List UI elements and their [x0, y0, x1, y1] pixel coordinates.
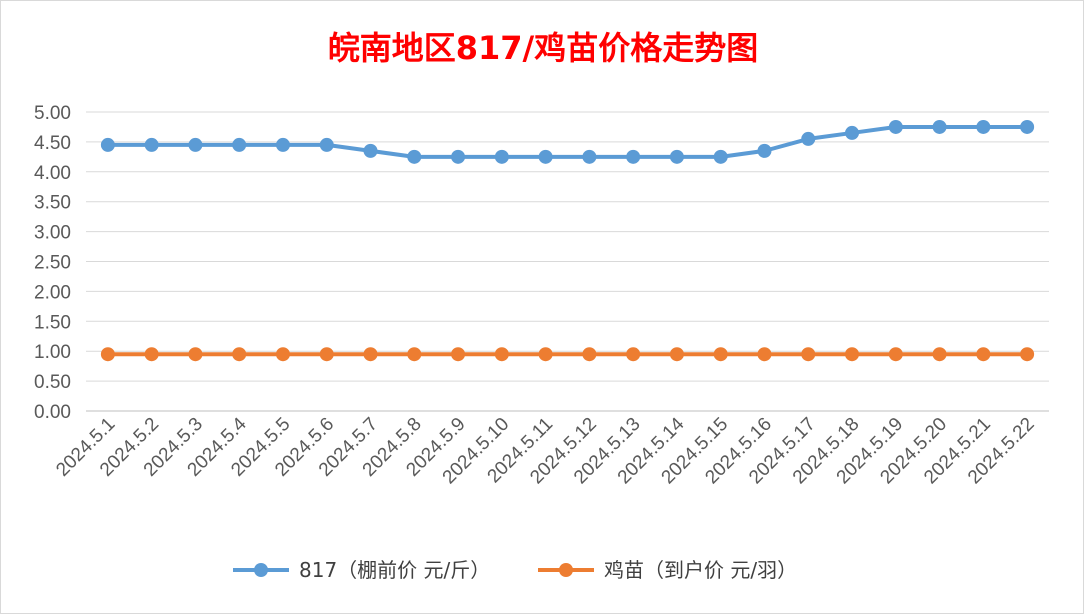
legend-marker: [254, 563, 268, 577]
data-point: [888, 347, 903, 362]
data-point: [407, 149, 422, 164]
data-point: [582, 347, 597, 362]
data-point: [932, 119, 947, 134]
data-point: [1020, 119, 1035, 134]
data-point: [713, 149, 728, 164]
legend-label: 817（棚前价 元/斤）: [299, 558, 490, 582]
grid: [86, 111, 1049, 412]
y-tick-label: 5.00: [34, 103, 71, 124]
data-point: [669, 149, 684, 164]
data-point: [713, 347, 728, 362]
y-tick-label: 2.50: [34, 253, 71, 274]
data-point: [451, 149, 466, 164]
series-layer: [100, 119, 1035, 362]
y-tick-label: 1.00: [34, 342, 71, 363]
data-point: [582, 149, 597, 164]
data-point: [275, 137, 290, 152]
data-point: [757, 143, 772, 158]
legend-item-1: 817（棚前价 元/斤）: [233, 558, 490, 582]
data-point: [451, 347, 466, 362]
data-point: [144, 137, 159, 152]
legend-label: 鸡苗（到户价 元/羽）: [604, 558, 797, 582]
y-tick-label: 0.00: [34, 402, 71, 423]
chart-title: 皖南地区817/鸡苗价格走势图: [328, 29, 759, 67]
data-point: [845, 125, 860, 140]
data-point: [669, 347, 684, 362]
series-1: [100, 119, 1035, 164]
data-point: [976, 119, 991, 134]
data-point: [845, 347, 860, 362]
data-point: [494, 347, 509, 362]
y-tick-label: 2.00: [34, 282, 71, 303]
y-tick-label: 0.50: [34, 372, 71, 393]
y-tick-label: 1.50: [34, 312, 71, 333]
y-tick-label: 4.50: [34, 133, 71, 154]
data-point: [757, 347, 772, 362]
data-point: [232, 137, 247, 152]
series-line: [105, 124, 1030, 159]
data-point: [976, 347, 991, 362]
data-point: [407, 347, 422, 362]
data-point: [1020, 347, 1035, 362]
data-point: [275, 347, 290, 362]
legend-item-2: 鸡苗（到户价 元/羽）: [538, 558, 797, 582]
data-point: [494, 149, 509, 164]
y-tick-label: 4.00: [34, 163, 71, 184]
y-tick-label: 3.00: [34, 223, 71, 244]
data-point: [538, 347, 553, 362]
data-point: [232, 347, 247, 362]
data-point: [801, 131, 816, 146]
y-tick-label: 3.50: [34, 193, 71, 214]
data-point: [188, 137, 203, 152]
series-2: [100, 347, 1035, 362]
data-point: [538, 149, 553, 164]
data-point: [188, 347, 203, 362]
data-point: [319, 347, 334, 362]
legend: 817（棚前价 元/斤） 鸡苗（到户价 元/羽）: [233, 558, 797, 582]
data-point: [801, 347, 816, 362]
legend-marker: [559, 563, 573, 577]
data-point: [100, 137, 115, 152]
x-axis-ticks: 2024.5.12024.5.22024.5.32024.5.42024.5.5…: [52, 413, 1038, 488]
data-point: [626, 149, 641, 164]
y-axis-ticks: 0.00 0.50 1.00 1.50 2.00 2.50 3.00 3.50 4.00 4.50…: [34, 103, 71, 423]
data-point: [363, 143, 378, 158]
data-point: [363, 347, 378, 362]
data-point: [888, 119, 903, 134]
data-point: [100, 347, 115, 362]
data-point: [932, 347, 947, 362]
data-point: [626, 347, 641, 362]
data-point: [144, 347, 159, 362]
data-point: [319, 137, 334, 152]
